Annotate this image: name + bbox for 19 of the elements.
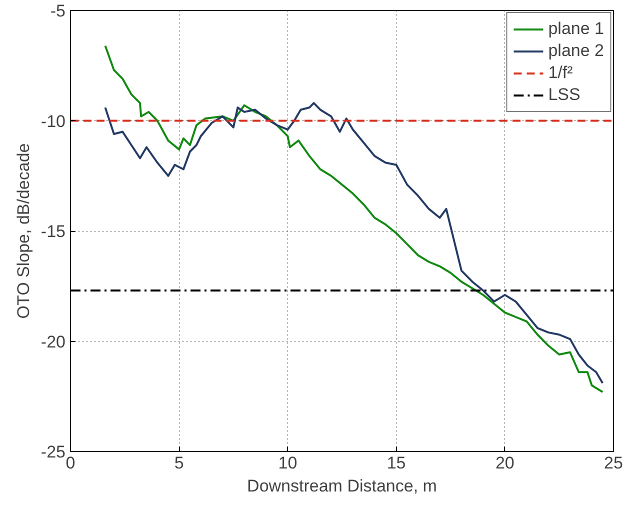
x-axis-title: Downstream Distance, m [247,476,437,496]
line-series [104,102,604,384]
x-tick-label: 10 [278,454,298,472]
x-tick-label: 5 [174,454,184,472]
x-tick-label: 15 [386,454,406,472]
y-tick-label: -25 [40,442,66,462]
x-tick-label: 25 [604,454,623,472]
line-series [104,44,604,393]
legend-label: plane 2 [548,41,604,61]
legend-label: plane 1 [548,19,604,39]
x-tick-label: 20 [495,454,514,472]
y-tick-label: -10 [40,112,66,131]
legend-label: LSS [548,85,580,105]
y-tick-label: -20 [40,332,66,352]
legend-label: 1/f² [548,63,573,83]
y-tick-label: -5 [50,2,66,20]
y-tick-label: -15 [40,222,66,241]
y-axis-title: OTO Slope, dB/decade [14,143,33,319]
x-tick-label: 0 [66,454,76,472]
